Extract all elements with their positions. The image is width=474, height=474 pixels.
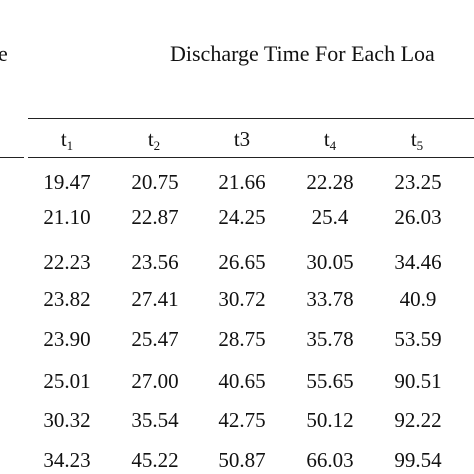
table-cell: 23.82 xyxy=(23,287,111,311)
table-cell: 42.75 xyxy=(198,408,286,432)
table-cell: 22.28 xyxy=(286,170,374,194)
column-header-t2: t2 xyxy=(114,127,194,151)
table-cell: 30.32 xyxy=(23,408,111,432)
table-cell: 40.9 xyxy=(374,287,462,311)
table-cell: 34.23 xyxy=(23,448,111,472)
table-cell: 35.54 xyxy=(111,408,199,432)
column-header-subscript: 1 xyxy=(67,138,74,153)
table-cell: 25.4 xyxy=(286,205,374,229)
table-top-rule xyxy=(28,118,474,119)
column-header-t5: t5 xyxy=(377,127,457,151)
table-cell: 23.90 xyxy=(23,327,111,351)
table-cell: 35.78 xyxy=(286,327,374,351)
table-cell: 25.01 xyxy=(23,369,111,393)
table-cell: 28.75 xyxy=(198,327,286,351)
table-cell: 19.47 xyxy=(23,170,111,194)
table-cell: 90.51 xyxy=(374,369,462,393)
cropped-left-header: e xyxy=(0,41,8,67)
table-cell: 92.22 xyxy=(374,408,462,432)
table-cell: 27.41 xyxy=(111,287,199,311)
table-header-rule xyxy=(28,157,474,158)
column-header-subscript: 4 xyxy=(330,138,337,153)
table-cell: 26.03 xyxy=(374,205,462,229)
column-header-subscript: 2 xyxy=(154,138,161,153)
table-cell: 45.22 xyxy=(111,448,199,472)
table-cell: 22.87 xyxy=(111,205,199,229)
table-cell: 20.75 xyxy=(111,170,199,194)
table-cell: 50.87 xyxy=(198,448,286,472)
table-cell: 53.59 xyxy=(374,327,462,351)
table-title: Discharge Time For Each Loa xyxy=(170,41,435,67)
table-cell: 25.47 xyxy=(111,327,199,351)
table-cell: 22.23 xyxy=(23,250,111,274)
table-cell: 23.56 xyxy=(111,250,199,274)
column-header-text: t3 xyxy=(234,127,250,151)
table-cell: 30.05 xyxy=(286,250,374,274)
table-cell: 55.65 xyxy=(286,369,374,393)
table-cell: 40.65 xyxy=(198,369,286,393)
column-header-t4: t4 xyxy=(290,127,370,151)
column-header-t3: t3 xyxy=(202,127,282,151)
table-cell: 21.66 xyxy=(198,170,286,194)
column-header-subscript: 5 xyxy=(417,138,424,153)
table-cell: 26.65 xyxy=(198,250,286,274)
table-cell: 27.00 xyxy=(111,369,199,393)
table-cell: 30.72 xyxy=(198,287,286,311)
table-cell: 50.12 xyxy=(286,408,374,432)
column-header-t1: t1 xyxy=(27,127,107,151)
table-cell: 66.03 xyxy=(286,448,374,472)
table-left-header-rule xyxy=(0,157,24,158)
table-cell: 21.10 xyxy=(23,205,111,229)
table-cell: 23.25 xyxy=(374,170,462,194)
table-cell: 33.78 xyxy=(286,287,374,311)
table-cell: 99.54 xyxy=(374,448,462,472)
table-cell: 24.25 xyxy=(198,205,286,229)
table-cell: 34.46 xyxy=(374,250,462,274)
